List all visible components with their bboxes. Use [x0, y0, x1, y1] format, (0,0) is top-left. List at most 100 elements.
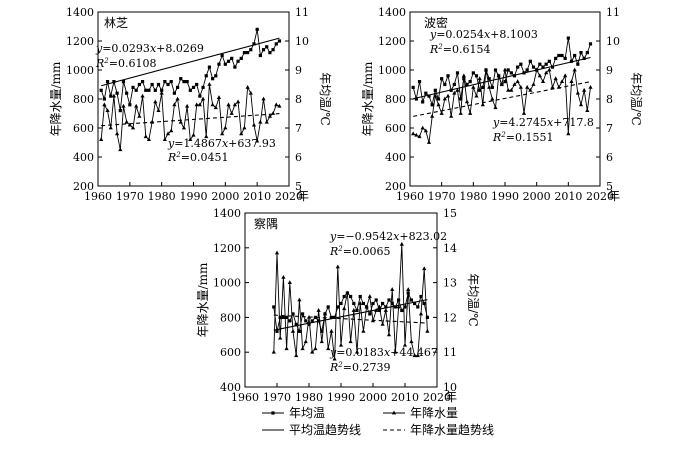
precip-point	[442, 96, 447, 101]
precip-point	[559, 79, 565, 83]
temp-point	[195, 82, 199, 87]
precip-point	[496, 73, 501, 78]
precip-point	[124, 119, 129, 124]
y2-tick-label: 6	[606, 151, 613, 164]
temp-point	[258, 53, 262, 58]
precip-point	[458, 111, 463, 115]
precip-point	[411, 131, 416, 136]
temp-point	[509, 71, 513, 75]
precip-point	[216, 95, 222, 99]
temp-point	[112, 80, 116, 84]
y2-tick-label: 6	[295, 151, 302, 164]
temp-point	[421, 100, 425, 104]
y-tick-label: 1400	[378, 6, 406, 19]
precip-point	[502, 67, 508, 72]
temp-point	[371, 301, 375, 306]
temp-point	[274, 42, 278, 46]
precip-point	[525, 85, 530, 89]
precip-point	[361, 328, 366, 333]
y-tick-label: 400	[220, 381, 241, 394]
precip-point	[102, 102, 107, 107]
precip-point	[165, 131, 171, 136]
temp-point	[220, 53, 224, 58]
y2-tick-label: 11	[443, 346, 457, 359]
y-tick-label: 1200	[66, 35, 94, 48]
y2-tick-label: 10	[295, 35, 309, 48]
precip-point	[588, 85, 593, 89]
precip-point	[386, 332, 392, 337]
temp-point	[304, 319, 308, 323]
x-tick-label: 2020	[275, 190, 303, 203]
temp-point	[160, 88, 164, 92]
temp-point	[528, 59, 532, 63]
x-tick-label: 1990	[180, 190, 208, 203]
precip-point	[487, 85, 492, 89]
precip-point	[563, 73, 568, 78]
temp-point	[582, 56, 586, 60]
precip-point	[248, 90, 253, 95]
temp-point	[381, 301, 385, 306]
y2-tick-label: 13	[443, 277, 457, 290]
precip-point	[537, 73, 542, 78]
temp-point	[169, 80, 173, 84]
precip-point	[374, 308, 379, 312]
temp-point	[563, 56, 567, 60]
precip-point	[455, 87, 460, 92]
temp-point	[333, 315, 337, 319]
precip-point	[582, 87, 587, 92]
temp-point	[452, 82, 456, 87]
legend-label: 年均温	[289, 406, 325, 420]
precip-point	[99, 137, 104, 141]
precip-point	[191, 132, 196, 137]
precip-point	[418, 311, 424, 316]
temp-point	[440, 77, 444, 81]
temp-point	[547, 59, 551, 63]
temp-point	[403, 305, 407, 309]
temp-point	[131, 85, 135, 89]
precip-point	[194, 102, 199, 107]
temp-point	[242, 51, 247, 55]
x-tick-label: 1980	[459, 190, 487, 203]
precip-point	[483, 67, 489, 72]
x-axis-label: 年	[445, 390, 457, 404]
y-tick-label: 1400	[213, 207, 241, 220]
temp-point	[465, 82, 469, 87]
temp-point	[137, 82, 141, 87]
precip-point	[223, 125, 228, 130]
temp-point	[390, 301, 394, 306]
x-tick-label: 1990	[491, 190, 519, 203]
temp-point	[239, 56, 243, 60]
precip-point	[422, 266, 427, 271]
precip-trend-equation: y=1.4867x+637.93	[167, 137, 276, 150]
precip-trend-r2: R2=0.0451	[167, 151, 228, 164]
temp-point	[255, 27, 259, 31]
x-tick-label: 2000	[359, 391, 387, 404]
y2-tick-label: 14	[443, 242, 457, 255]
precip-point	[449, 114, 454, 118]
precip-point	[393, 349, 398, 354]
temp-point	[291, 312, 295, 316]
temp-point	[522, 71, 526, 75]
temp-point	[368, 312, 372, 316]
y-tick-label: 1200	[213, 242, 241, 255]
legend-label: 年降水量	[410, 406, 458, 420]
temp-point	[278, 315, 282, 319]
precip-point	[115, 131, 120, 136]
temp-point	[349, 294, 353, 299]
legend-label: 年降水量趋势线	[410, 423, 494, 437]
precip-point	[406, 287, 411, 291]
x-tick-label: 1970	[428, 190, 456, 203]
precip-point	[332, 356, 337, 361]
temp-point	[436, 97, 441, 101]
temp-point	[519, 62, 523, 66]
temp-point	[207, 65, 212, 69]
precip-point	[156, 108, 161, 112]
y-axis-label: 年降水量/mm	[49, 61, 63, 136]
temp-point	[374, 298, 378, 302]
precip-point	[278, 335, 283, 340]
temp-point	[554, 56, 558, 60]
temp-point	[172, 91, 176, 95]
precip-point	[108, 125, 113, 130]
